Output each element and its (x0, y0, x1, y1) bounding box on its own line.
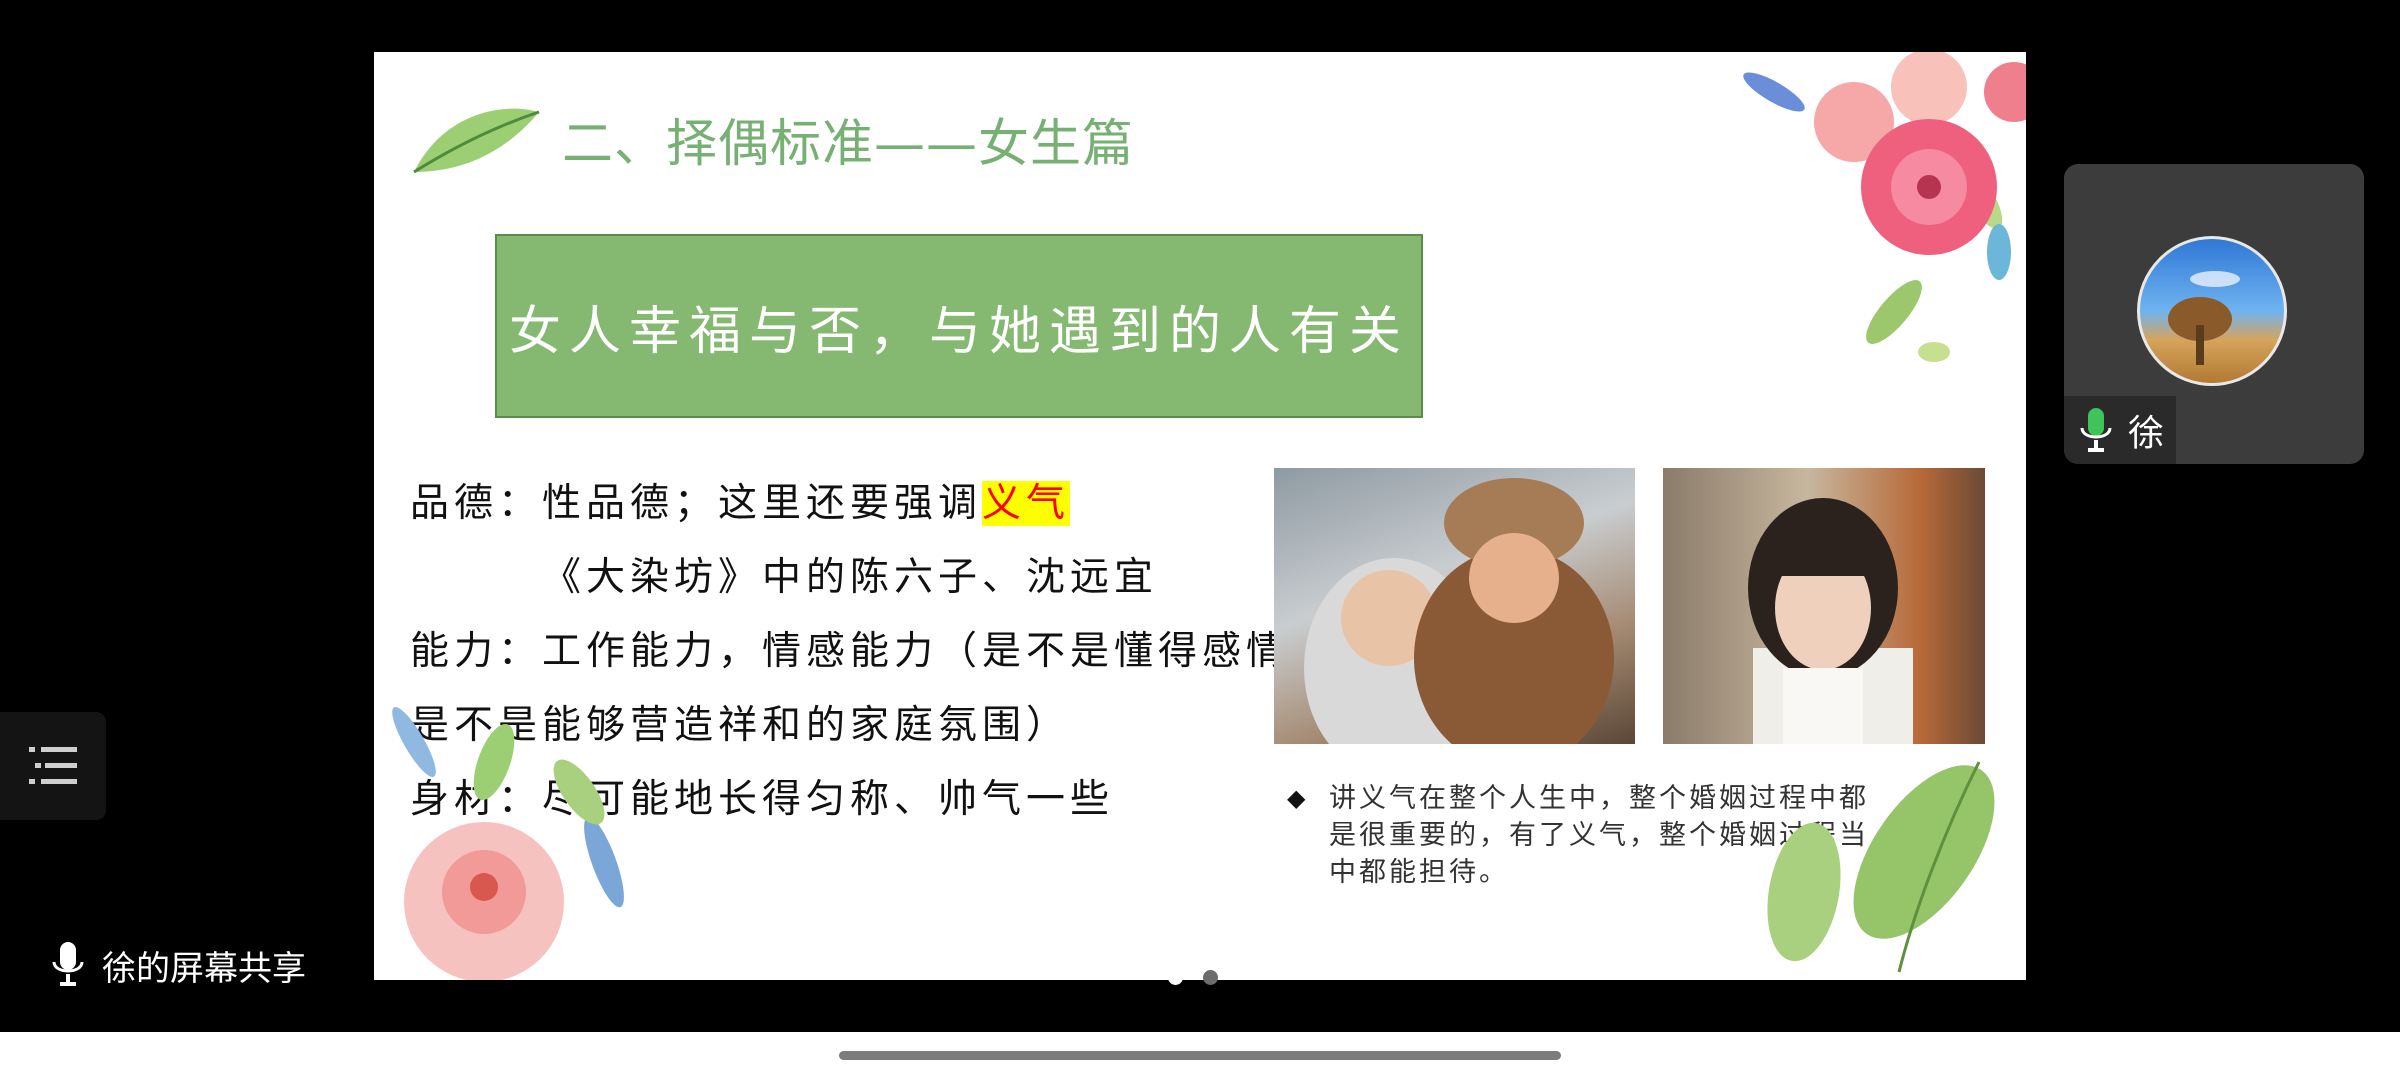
list-icon (27, 743, 79, 789)
home-indicator[interactable] (839, 1051, 1561, 1060)
participant-name: 徐 (2128, 404, 2164, 456)
flower-decoration-top-right (1734, 52, 2026, 382)
diamond-bullet-icon: ◆ (1287, 780, 1308, 817)
participant-label: 徐 (2064, 396, 2176, 464)
page-dot[interactable] (1203, 970, 1218, 985)
mic-icon (2074, 406, 2118, 454)
banner: 女人幸福与否，与她遇到的人有关 (495, 234, 1423, 418)
virtue-text: 品德：性品德；这里还要强调 (410, 481, 982, 526)
page-dot[interactable] (1168, 970, 1183, 985)
screen-share-label: 徐的屏幕共享 (46, 940, 306, 990)
screen-share-text: 徐的屏幕共享 (102, 941, 306, 990)
highlighted-term: 义气 (982, 481, 1070, 526)
shared-slide: 二、择偶标准——女生篇 女人幸福与否，与她遇到的人有关 品德：性品德；这里还要强… (374, 52, 2026, 980)
page-indicator (1168, 970, 1218, 985)
leaf-decoration (404, 102, 544, 182)
leaf-decoration-bottom-right (1724, 742, 2026, 980)
slide-title: 二、择偶标准——女生篇 (562, 102, 1134, 176)
virtue-line: 品德：性品德；这里还要强调义气 (410, 472, 1070, 528)
drama-still-couple (1274, 468, 1635, 744)
banner-text: 女人幸福与否，与她遇到的人有关 (509, 289, 1409, 364)
participant-tile[interactable]: 徐 (2064, 164, 2364, 464)
example-line: 《大染坊》中的陈六子、沈远宜 (542, 546, 1158, 602)
flower-decoration-bottom-left (374, 662, 754, 980)
drama-still-woman (1663, 468, 1985, 744)
list-menu-button[interactable] (0, 712, 106, 820)
mic-icon (46, 940, 90, 990)
avatar (2137, 236, 2287, 386)
